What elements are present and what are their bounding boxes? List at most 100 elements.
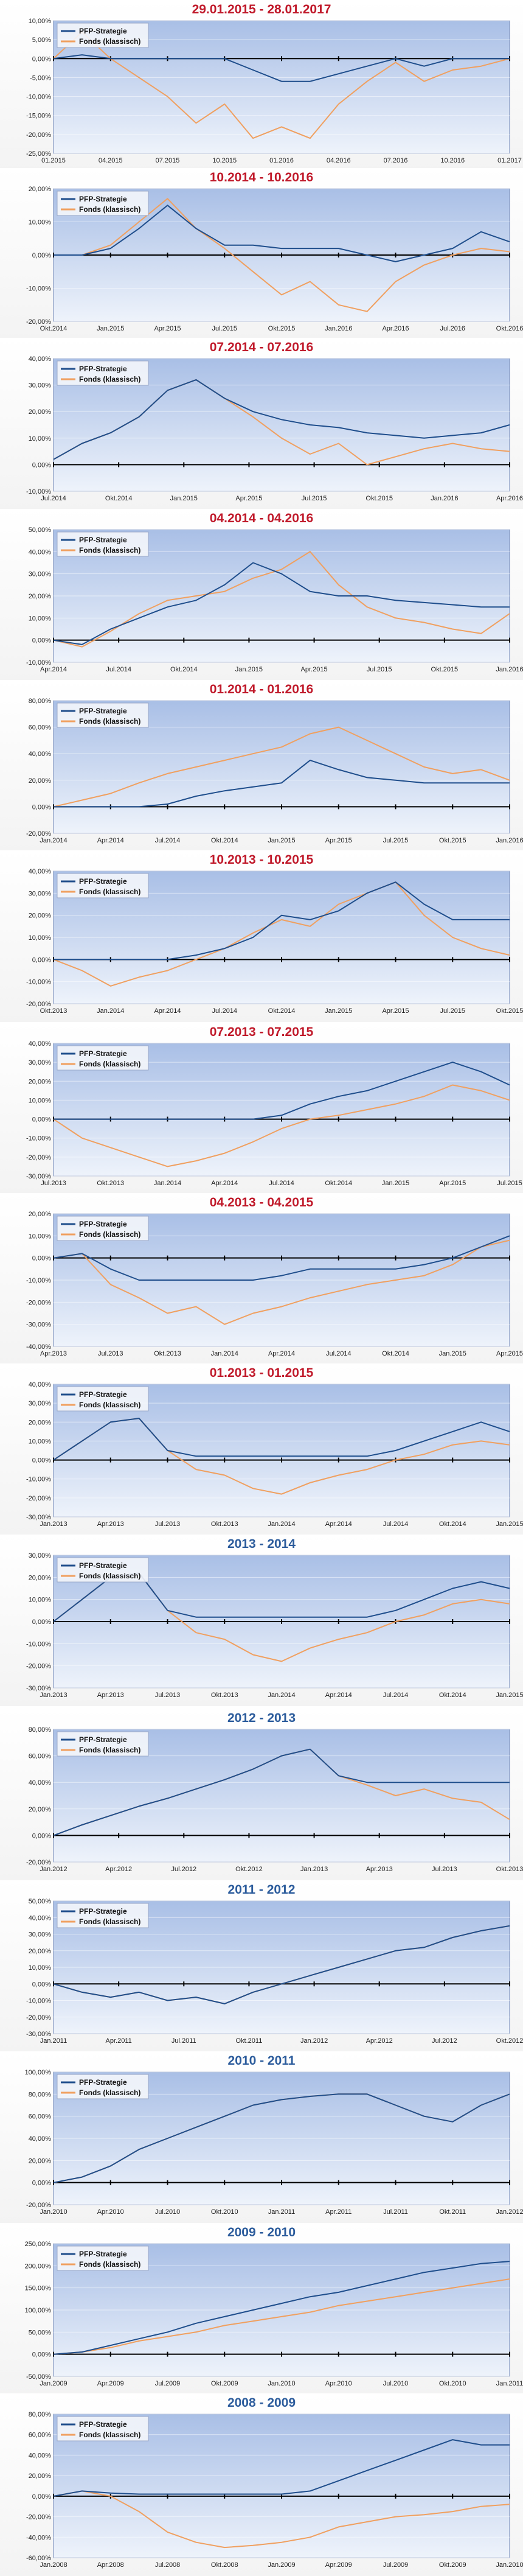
x-tick-label: Jul.2009: [383, 2561, 409, 2569]
line-chart: 50,00% 40,00% 30,00% 20,00% 10,00% 0,00% -10,0…: [26, 527, 523, 673]
y-tick-label: 0,00%: [32, 1457, 51, 1465]
x-tick-label: Jan.2011: [268, 2208, 295, 2216]
chart-title: 04.2013 - 04.2015: [209, 1195, 314, 1209]
chart-title: 2011 - 2012: [227, 1883, 296, 1897]
legend-box: [57, 702, 149, 728]
series-line-fonds: [53, 2278, 510, 2355]
y-tick-label: 10,00%: [29, 1438, 52, 1445]
y-tick-label: -30,00%: [26, 1514, 51, 1521]
x-tick-label: Jan.2014: [211, 1350, 238, 1357]
x-tick-label: Jul.2015: [440, 1007, 465, 1015]
y-tick-label: -30,00%: [26, 1321, 51, 1329]
y-tick-label: -40,00%: [26, 1343, 51, 1351]
y-tick-label: -20,00%: [26, 318, 51, 326]
y-tick-label: -20,00%: [26, 830, 51, 838]
y-tick-label: 10,00%: [29, 18, 52, 25]
x-tick-label: Jan.2012: [496, 2208, 523, 2216]
x-tick-label: Apr.2015: [496, 1350, 523, 1357]
y-tick-label: -30,00%: [26, 1685, 51, 1692]
y-tick-label: 50,00%: [29, 527, 52, 534]
x-tick-label: Apr.2008: [97, 2561, 124, 2569]
x-tick-label: Okt.2015: [431, 666, 459, 673]
x-tick-label: Apr.2011: [106, 2037, 132, 2045]
y-tick-label: 30,00%: [29, 382, 52, 390]
y-tick-label: 10,00%: [29, 219, 52, 226]
legend-box: [57, 1045, 149, 1071]
x-tick-label: Jan.2012: [300, 2037, 328, 2045]
x-tick-label: Jul.2015: [367, 666, 392, 673]
line-chart: 50,00% 40,00% 30,00% 20,00% 10,00% 0,00% -10,0…: [26, 1899, 523, 2045]
x-tick-label: Jan.2016: [325, 325, 352, 332]
chart-title: 2008 - 2009: [227, 2396, 296, 2410]
x-tick-label: Jul.2010: [155, 2208, 181, 2216]
x-tick-label: Jul.2014: [326, 1350, 352, 1357]
x-tick-label: Jul.2008: [155, 2561, 181, 2569]
x-tick-label: Jul.2016: [440, 325, 465, 332]
y-tick-label: -5,00%: [30, 74, 51, 82]
line-chart: 30,00% 20,00% 10,00% 0,00% -10,00% -20,00% -30…: [26, 1553, 523, 1699]
y-tick-label: 40,00%: [29, 1382, 52, 1388]
chart-panel: 2009 - 2010 250,00% 200,00% 150,00% 100,00% 5…: [0, 2223, 523, 2395]
x-tick-label: Okt.2012: [496, 2037, 523, 2045]
series-line-fonds: [53, 1084, 510, 1167]
y-tick-label: -40,00%: [26, 2534, 51, 2541]
line-chart: 80,00%60,00%40,00%20,00%0,00%-20,00%Jan.…: [26, 1727, 523, 1873]
x-tick-label: Okt.2013: [496, 1866, 523, 1873]
y-tick-label: 10,00%: [29, 934, 52, 942]
legend-label: PFP-Strategie: [79, 1220, 127, 1228]
x-tick-label: Okt.2011: [236, 2037, 263, 2045]
legend-label: Fonds (klassisch): [79, 2260, 140, 2269]
x-tick-label: Jan.2013: [40, 1692, 67, 1699]
series-line-pfp: [53, 2261, 510, 2355]
line-chart: 10,00% 5,00% 0,00% -5,00% -10,00% -15,00% -20,…: [26, 18, 522, 164]
x-tick-label: Jan.2013: [300, 1866, 328, 1873]
y-tick-label: 0,00%: [32, 637, 51, 645]
y-tick-label: 0,00%: [32, 2180, 51, 2187]
y-tick-label: 20,00%: [29, 1806, 52, 1813]
y-tick-label: 20,00%: [29, 2473, 52, 2480]
y-tick-label: 10,00%: [29, 615, 52, 622]
series-line-fonds: [53, 881, 510, 987]
legend-label: PFP-Strategie: [79, 195, 127, 203]
series-line-pfp: [53, 2439, 510, 2497]
y-tick-label: -25,00%: [26, 150, 51, 158]
legend-label: Fonds (klassisch): [79, 37, 140, 46]
series-line-pfp: [53, 1418, 510, 1461]
x-tick-label: Okt.2011: [439, 2208, 466, 2216]
y-tick-label: 250,00%: [25, 2241, 52, 2248]
y-tick-label: 20,00%: [29, 1211, 52, 1218]
x-tick-label: Jul.2014: [155, 837, 181, 844]
x-tick-label: Jan.2014: [40, 837, 67, 844]
y-tick-label: -30,00%: [26, 1173, 51, 1180]
x-tick-label: Jan.2009: [268, 2561, 295, 2569]
x-tick-label: Jan.2010: [496, 2561, 523, 2569]
x-tick-label: Apr.2013: [40, 1350, 67, 1357]
y-tick-label: 20,00%: [29, 777, 52, 785]
y-tick-label: 40,00%: [29, 869, 52, 875]
line-chart: 40,00%30,00%20,00%10,00%0,00%-10,00%Jul.…: [26, 356, 523, 502]
legend-label: PFP-Strategie: [79, 536, 127, 544]
legend-label: Fonds (klassisch): [79, 375, 140, 383]
x-tick-label: Okt.2014: [382, 1350, 409, 1357]
x-tick-label: Jul.2009: [155, 2380, 181, 2387]
x-tick-label: Okt.2013: [40, 1007, 68, 1015]
series-line-pfp: [53, 1925, 510, 2004]
legend-box: [57, 2416, 149, 2441]
y-tick-label: 0,00%: [32, 2493, 51, 2501]
x-tick-label: Okt.2013: [211, 1692, 238, 1699]
chart-title: 04.2014 - 04.2016: [209, 511, 314, 525]
y-tick-label: 100,00%: [25, 2070, 52, 2076]
series-line-pfp: [53, 2093, 510, 2183]
y-tick-label: 0,00%: [32, 1832, 51, 1839]
y-tick-label: -10,00%: [26, 488, 51, 495]
y-tick-label: 0,00%: [32, 1116, 51, 1124]
x-tick-label: Apr.2009: [97, 2380, 124, 2387]
x-tick-label: Okt.2009: [439, 2561, 466, 2569]
legend-label: PFP-Strategie: [79, 1561, 127, 1570]
x-tick-label: 01.2015: [41, 157, 66, 164]
series-line-pfp: [53, 1748, 510, 1836]
x-tick-label: Jan.2010: [268, 2380, 295, 2387]
x-tick-label: 01.2017: [497, 157, 522, 164]
legend-label: PFP-Strategie: [79, 365, 127, 373]
legend-label: Fonds (klassisch): [79, 1746, 140, 1754]
